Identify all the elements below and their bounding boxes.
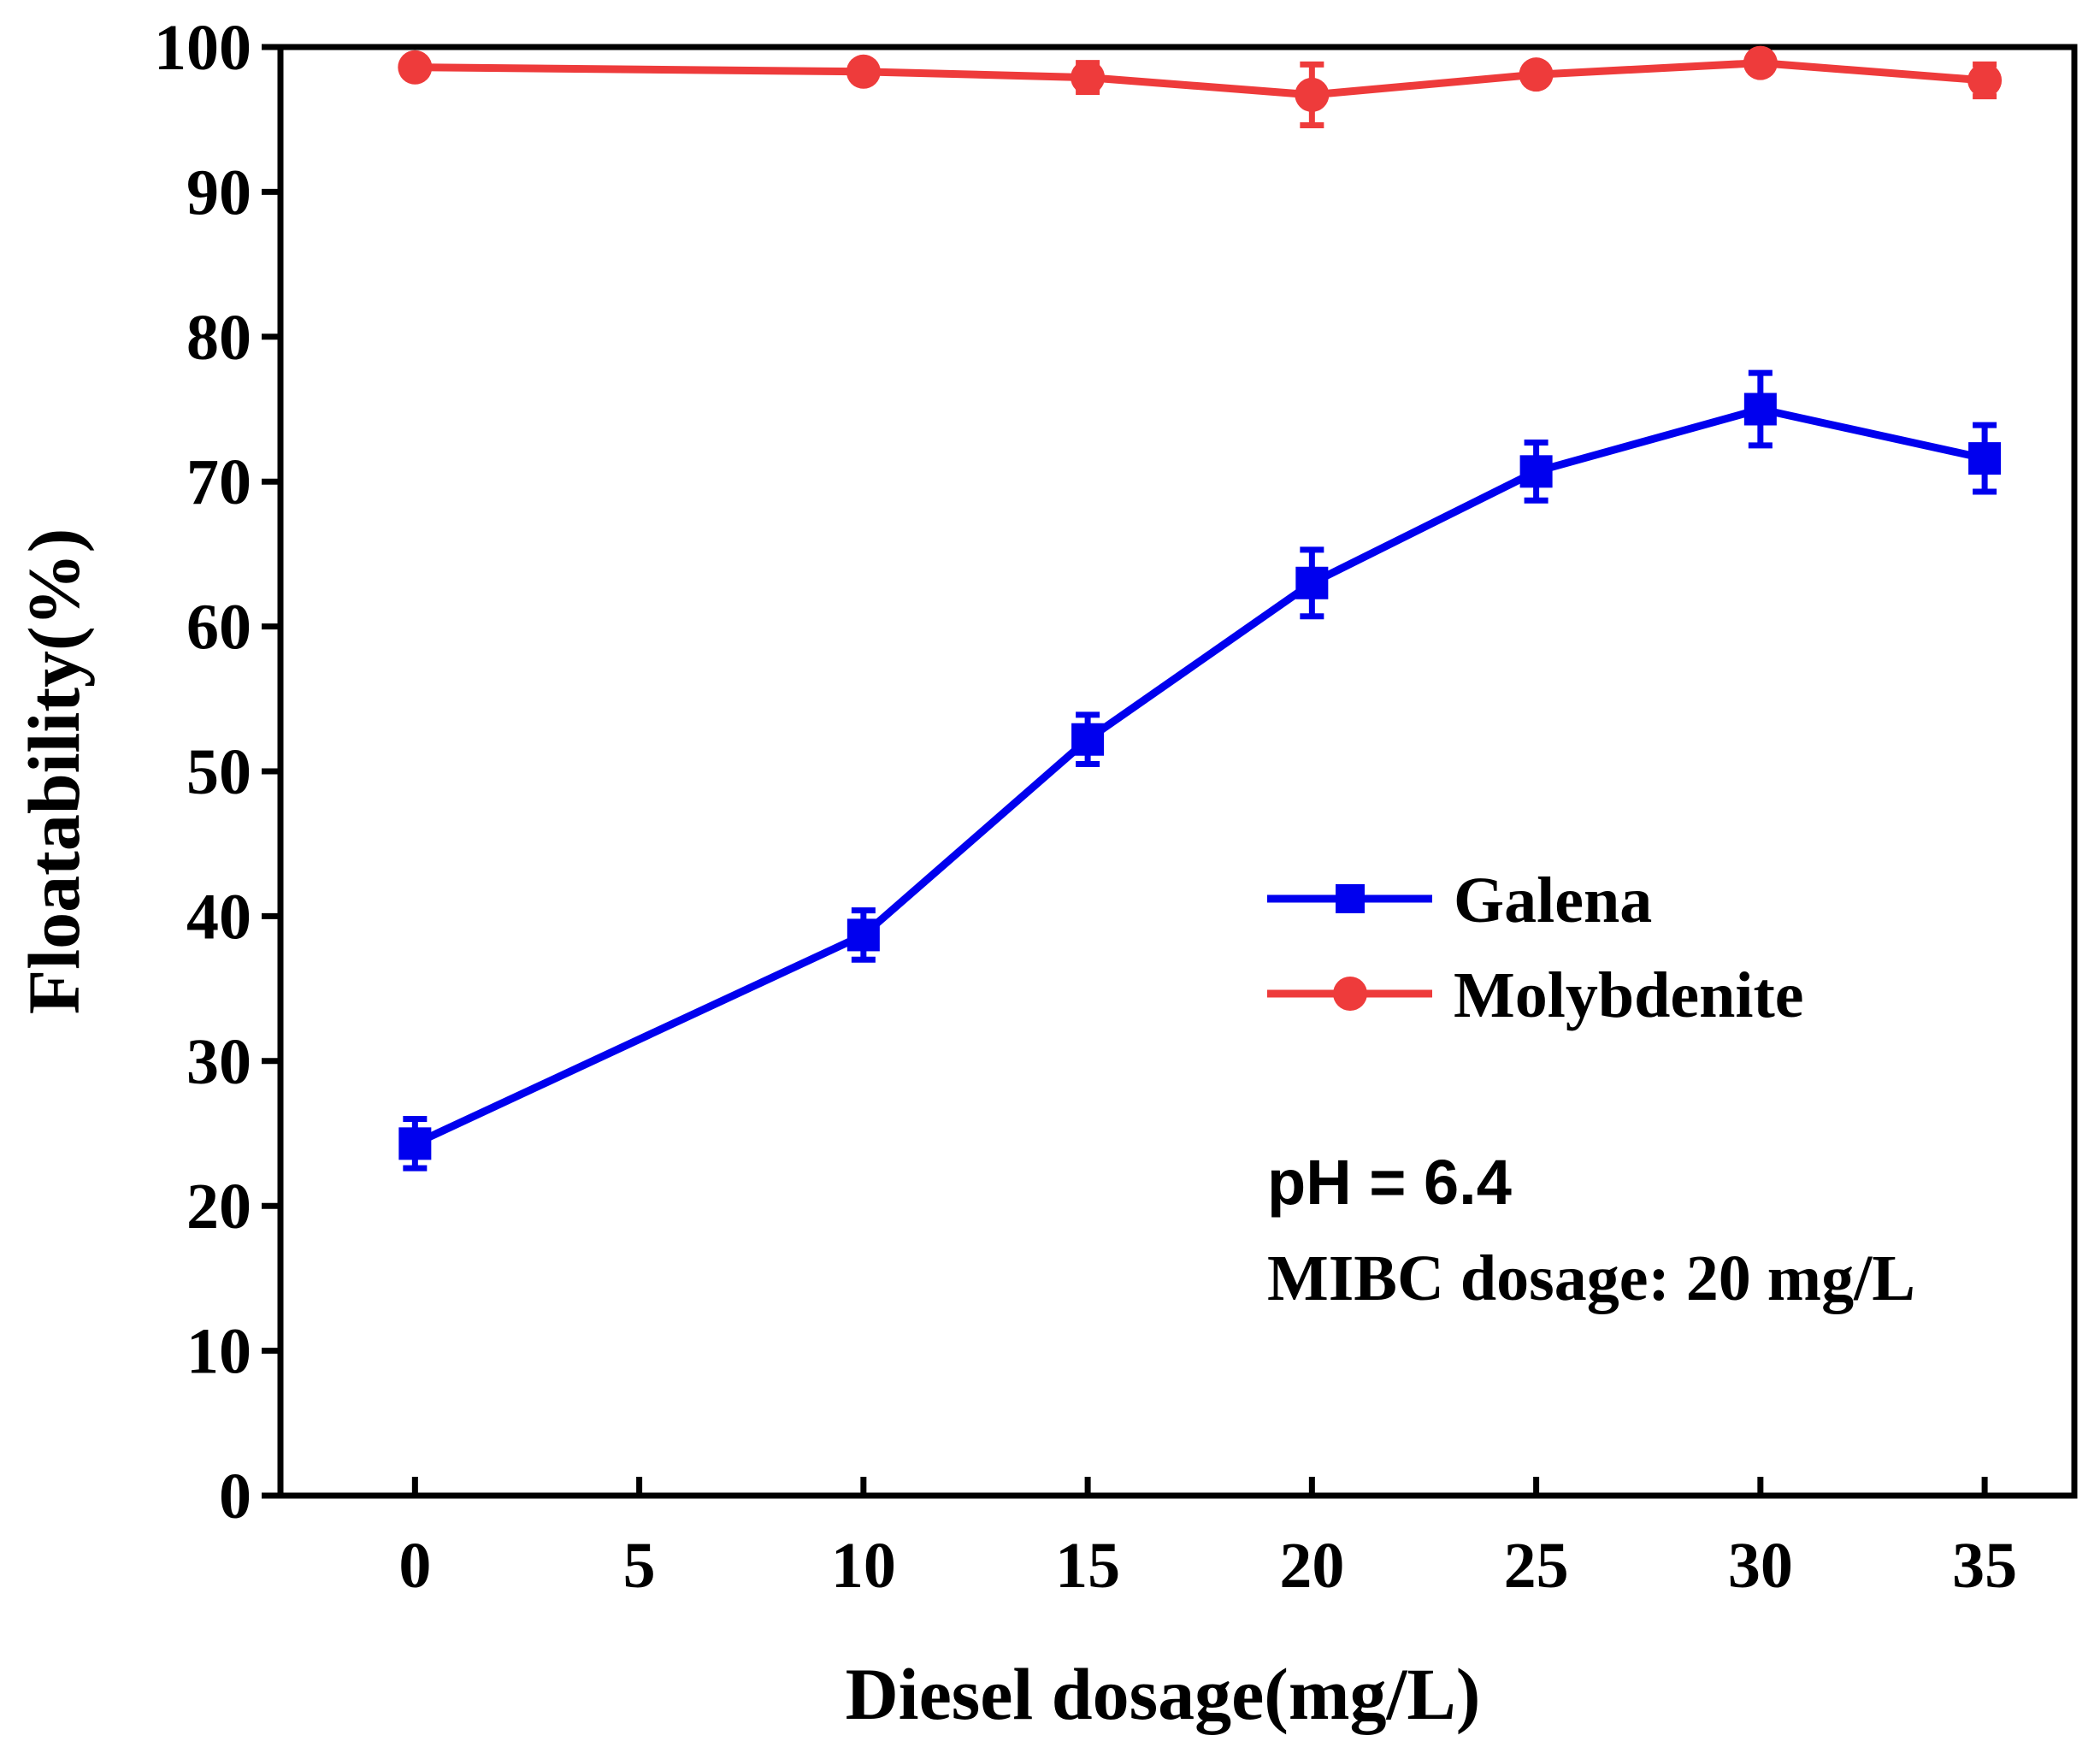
legend-marker-galena [1336,884,1365,913]
y-tick-label-70: 70 [186,446,251,518]
y-tick-label-0: 0 [219,1461,251,1532]
series-galena [398,369,2002,1172]
axis-ticks: 0 10 20 30 40 50 60 70 80 90 100 0 5 10 15 20 25 30 35 [154,12,2017,1602]
x-tick-label-10: 10 [831,1530,896,1602]
y-tick-label-60: 60 [186,592,251,664]
data-point-molybdenite-30 [1743,45,1778,80]
x-tick-label-25: 25 [1504,1530,1569,1602]
data-point-molybdenite-35 [1967,62,2003,97]
data-point-galena-0 [398,1127,432,1160]
y-tick-label-40: 40 [186,881,251,953]
data-point-galena-25 [1519,455,1553,488]
data-point-galena-15 [1071,723,1105,756]
series-line-galena [413,405,1986,1148]
data-point-galena-10 [846,918,880,952]
y-tick-label-10: 10 [186,1316,251,1388]
data-point-galena-30 [1743,393,1777,426]
legend-label-galena: Galena [1454,865,1652,936]
x-tick-label-30: 30 [1728,1530,1793,1602]
legend-label-molybdenite: Molybdenite [1454,959,1804,1031]
data-point-galena-35 [1968,442,2002,475]
y-tick-label-80: 80 [186,302,251,374]
y-tick-label-50: 50 [186,736,251,808]
data-point-galena-20 [1295,566,1329,599]
data-point-molybdenite-20 [1295,77,1330,112]
y-axis-label: Floatability(%) [13,528,95,1015]
legend: Galena Molybdenite [1267,865,1804,1031]
y-tick-label-90: 90 [186,156,251,228]
data-point-molybdenite-25 [1519,57,1554,92]
x-tick-label-15: 15 [1055,1530,1120,1602]
data-point-molybdenite-15 [1071,60,1106,95]
y-tick-label-30: 30 [186,1026,251,1098]
y-tick-label-100: 100 [154,12,251,84]
legend-marker-molybdenite [1333,977,1367,1011]
data-point-molybdenite-10 [846,54,881,89]
annotation-ph: pH = 6.4 [1267,1147,1512,1218]
x-tick-label-35: 35 [1952,1530,2017,1602]
y-tick-label-20: 20 [186,1171,251,1242]
annotation-mibc-dosage: MIBC dosage: 20 mg/L [1267,1242,1915,1314]
series-molybdenite [398,45,2003,128]
x-tick-label-5: 5 [623,1530,656,1602]
x-tick-label-20: 20 [1279,1530,1344,1602]
data-point-molybdenite-0 [398,50,433,85]
data-series [398,45,2003,1172]
x-tick-label-0: 0 [398,1530,431,1602]
x-axis-label: Diesel dosage(mg/L) [846,1653,1481,1735]
